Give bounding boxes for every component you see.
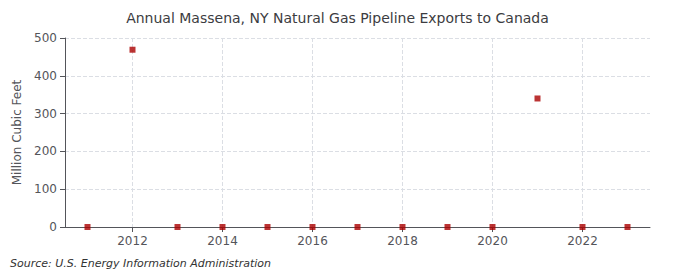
svg-text:400: 400 xyxy=(34,69,57,83)
svg-text:0: 0 xyxy=(49,220,57,234)
svg-text:2014: 2014 xyxy=(207,234,238,248)
svg-text:2018: 2018 xyxy=(387,234,418,248)
svg-text:Million Cubic Feet: Million Cubic Feet xyxy=(10,79,24,185)
svg-text:2020: 2020 xyxy=(477,234,508,248)
svg-text:2016: 2016 xyxy=(297,234,328,248)
svg-text:200: 200 xyxy=(34,144,57,158)
svg-text:Source: U.S. Energy Informatio: Source: U.S. Energy Information Administ… xyxy=(10,257,271,270)
svg-text:500: 500 xyxy=(34,31,57,45)
svg-text:2022: 2022 xyxy=(567,234,598,248)
svg-text:100: 100 xyxy=(34,182,57,196)
svg-text:2012: 2012 xyxy=(117,234,148,248)
svg-text:Annual Massena, NY Natural Gas: Annual Massena, NY Natural Gas Pipeline … xyxy=(126,10,549,26)
svg-text:300: 300 xyxy=(34,107,57,121)
